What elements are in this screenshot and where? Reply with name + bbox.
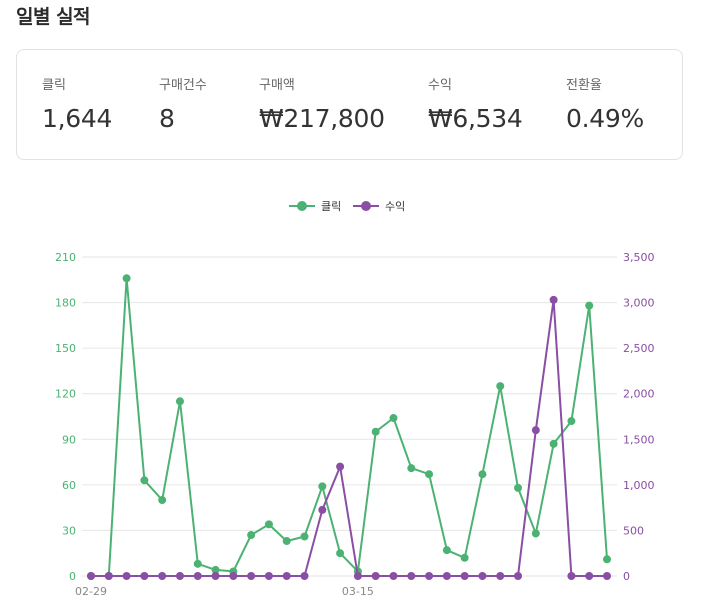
stat-value: ₩6,534 xyxy=(428,104,523,133)
data-point xyxy=(140,476,149,485)
data-point xyxy=(300,572,309,580)
data-point xyxy=(318,482,327,491)
data-point xyxy=(460,572,469,580)
data-point xyxy=(389,572,398,580)
data-point xyxy=(549,439,558,448)
data-point xyxy=(247,572,256,580)
data-point xyxy=(158,572,167,580)
data-point xyxy=(211,565,220,574)
data-point xyxy=(442,546,451,555)
y-left-tick-label: 0 xyxy=(69,570,76,583)
data-point xyxy=(585,301,594,310)
y-left-tick-label: 150 xyxy=(55,342,76,355)
data-point xyxy=(549,295,558,304)
y-right-tick-label: 2,500 xyxy=(623,342,655,355)
stat-label: 수익 xyxy=(428,78,452,93)
stat-value: 8 xyxy=(159,104,175,133)
stat-value: ₩217,800 xyxy=(259,104,385,133)
data-point xyxy=(407,464,416,473)
stat-label: 클릭 xyxy=(42,78,66,93)
data-point xyxy=(193,572,202,580)
y-right-tick-label: 3,500 xyxy=(623,251,655,264)
y-right-tick-label: 500 xyxy=(623,524,644,537)
data-point xyxy=(140,572,149,580)
data-point xyxy=(264,572,273,580)
data-point xyxy=(300,532,309,541)
legend-label: 클릭 xyxy=(321,200,341,213)
data-point xyxy=(603,555,611,564)
data-point xyxy=(336,549,345,558)
data-point xyxy=(496,572,505,580)
page-title: 일별 실적 xyxy=(16,6,91,28)
data-point xyxy=(175,572,184,580)
data-point xyxy=(87,572,95,580)
daily-performance-chart: 0 0 30 500 60 1,000 90 1,500 120 2,000 150 2,500 180… xyxy=(55,200,655,598)
data-point xyxy=(425,470,434,479)
stats-card: 클릭 1,644 구매건수 8 구매액 ₩217,800 수익 ₩6,534 전… xyxy=(16,49,683,160)
data-point xyxy=(282,537,291,546)
data-point xyxy=(229,572,238,580)
data-point xyxy=(478,572,487,580)
data-point xyxy=(264,520,273,529)
data-point xyxy=(158,496,167,505)
stat-label: 구매건수 xyxy=(159,78,207,93)
data-point xyxy=(282,572,291,580)
data-point xyxy=(531,426,540,435)
data-point xyxy=(603,572,611,580)
y-left-tick-label: 180 xyxy=(55,297,76,310)
y-left-tick-label: 120 xyxy=(55,388,76,401)
y-left-tick-label: 60 xyxy=(62,479,76,492)
data-point xyxy=(122,572,131,580)
data-point xyxy=(425,572,434,580)
data-point xyxy=(567,572,576,580)
series-line xyxy=(91,298,607,577)
series-line xyxy=(91,277,608,577)
data-point xyxy=(531,529,540,538)
stat-label: 구매액 xyxy=(259,78,295,93)
data-point xyxy=(104,572,113,580)
data-point xyxy=(193,559,202,568)
y-right-tick-label: 3,000 xyxy=(623,297,655,310)
data-point xyxy=(514,483,523,492)
y-left-tick-label: 210 xyxy=(55,251,76,264)
stat-label: 전환율 xyxy=(566,78,602,93)
data-point xyxy=(122,274,131,283)
data-point xyxy=(460,553,469,562)
data-point xyxy=(175,397,184,406)
y-right-tick-label: 1,500 xyxy=(623,433,655,446)
legend-marker xyxy=(361,201,371,211)
y-left-tick-label: 30 xyxy=(62,524,76,537)
data-point xyxy=(407,572,416,580)
stat-value: 1,644 xyxy=(42,104,113,133)
data-point xyxy=(514,572,523,580)
data-point xyxy=(389,414,398,423)
data-point xyxy=(585,572,594,580)
y-right-tick-label: 1,000 xyxy=(623,479,655,492)
data-point xyxy=(371,572,380,580)
data-point xyxy=(371,427,380,436)
x-tick-label: 02-29 xyxy=(75,585,107,598)
data-point xyxy=(211,572,220,580)
y-left-tick-label: 90 xyxy=(62,433,76,446)
legend-label: 수익 xyxy=(385,200,405,213)
data-point xyxy=(247,530,256,539)
data-point xyxy=(318,505,327,514)
x-tick-label: 03-15 xyxy=(342,585,374,598)
data-point xyxy=(478,470,487,479)
data-point xyxy=(567,417,576,426)
data-point xyxy=(442,572,451,580)
y-right-tick-label: 2,000 xyxy=(623,388,655,401)
legend-marker xyxy=(297,201,307,211)
y-right-tick-label: 0 xyxy=(623,570,630,583)
data-point xyxy=(496,382,505,391)
data-point xyxy=(353,572,362,580)
data-point xyxy=(336,462,345,471)
stat-value: 0.49% xyxy=(566,104,644,133)
